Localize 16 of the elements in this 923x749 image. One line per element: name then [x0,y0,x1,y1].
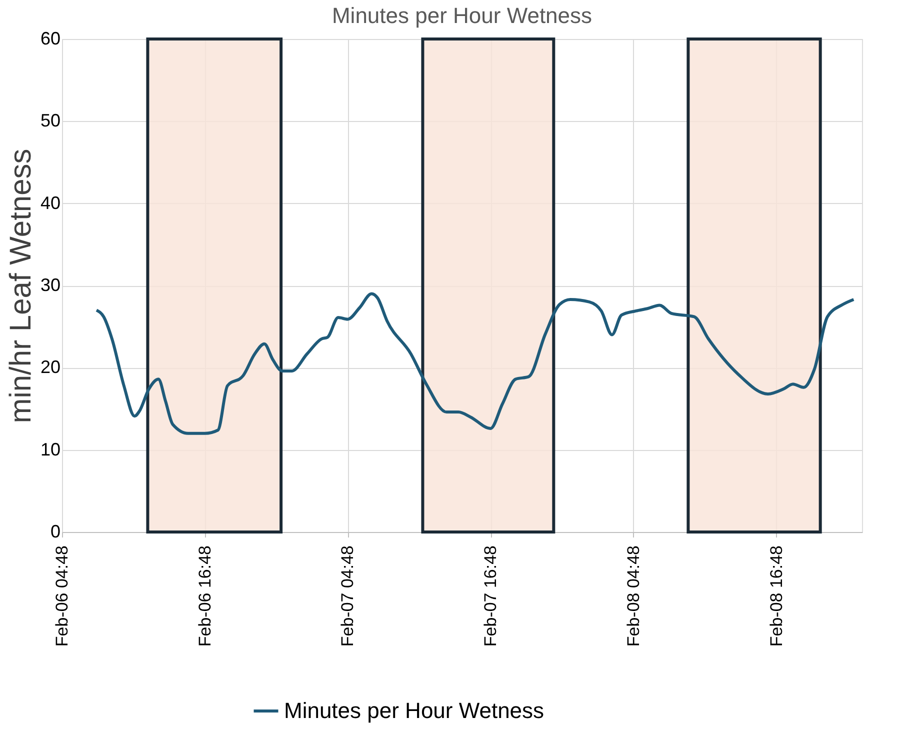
y-tick-label: 0 [50,522,60,542]
x-tick-label: Feb-07 04:48 [338,546,358,647]
chart-title: Minutes per Hour Wetness [332,3,592,28]
y-tick-label: 10 [40,439,60,460]
x-tick-label: Feb-08 04:48 [624,546,643,647]
y-tick-label: 50 [40,110,60,131]
y-axis-title: min/hr Leaf Wetness [4,148,38,424]
y-tick-label: 40 [40,192,60,213]
x-tick-label: Feb-07 16:48 [481,546,500,647]
x-tick-label: Feb-06 16:48 [195,546,214,647]
y-tick-label: 60 [40,28,60,48]
y-tick-label: 20 [40,357,60,378]
legend-label: Minutes per Hour Wetness [284,698,544,723]
y-tick-label: 30 [40,275,60,295]
x-tick-label: Feb-06 04:48 [52,546,72,647]
x-tick-label: Feb-08 16:48 [766,546,786,647]
